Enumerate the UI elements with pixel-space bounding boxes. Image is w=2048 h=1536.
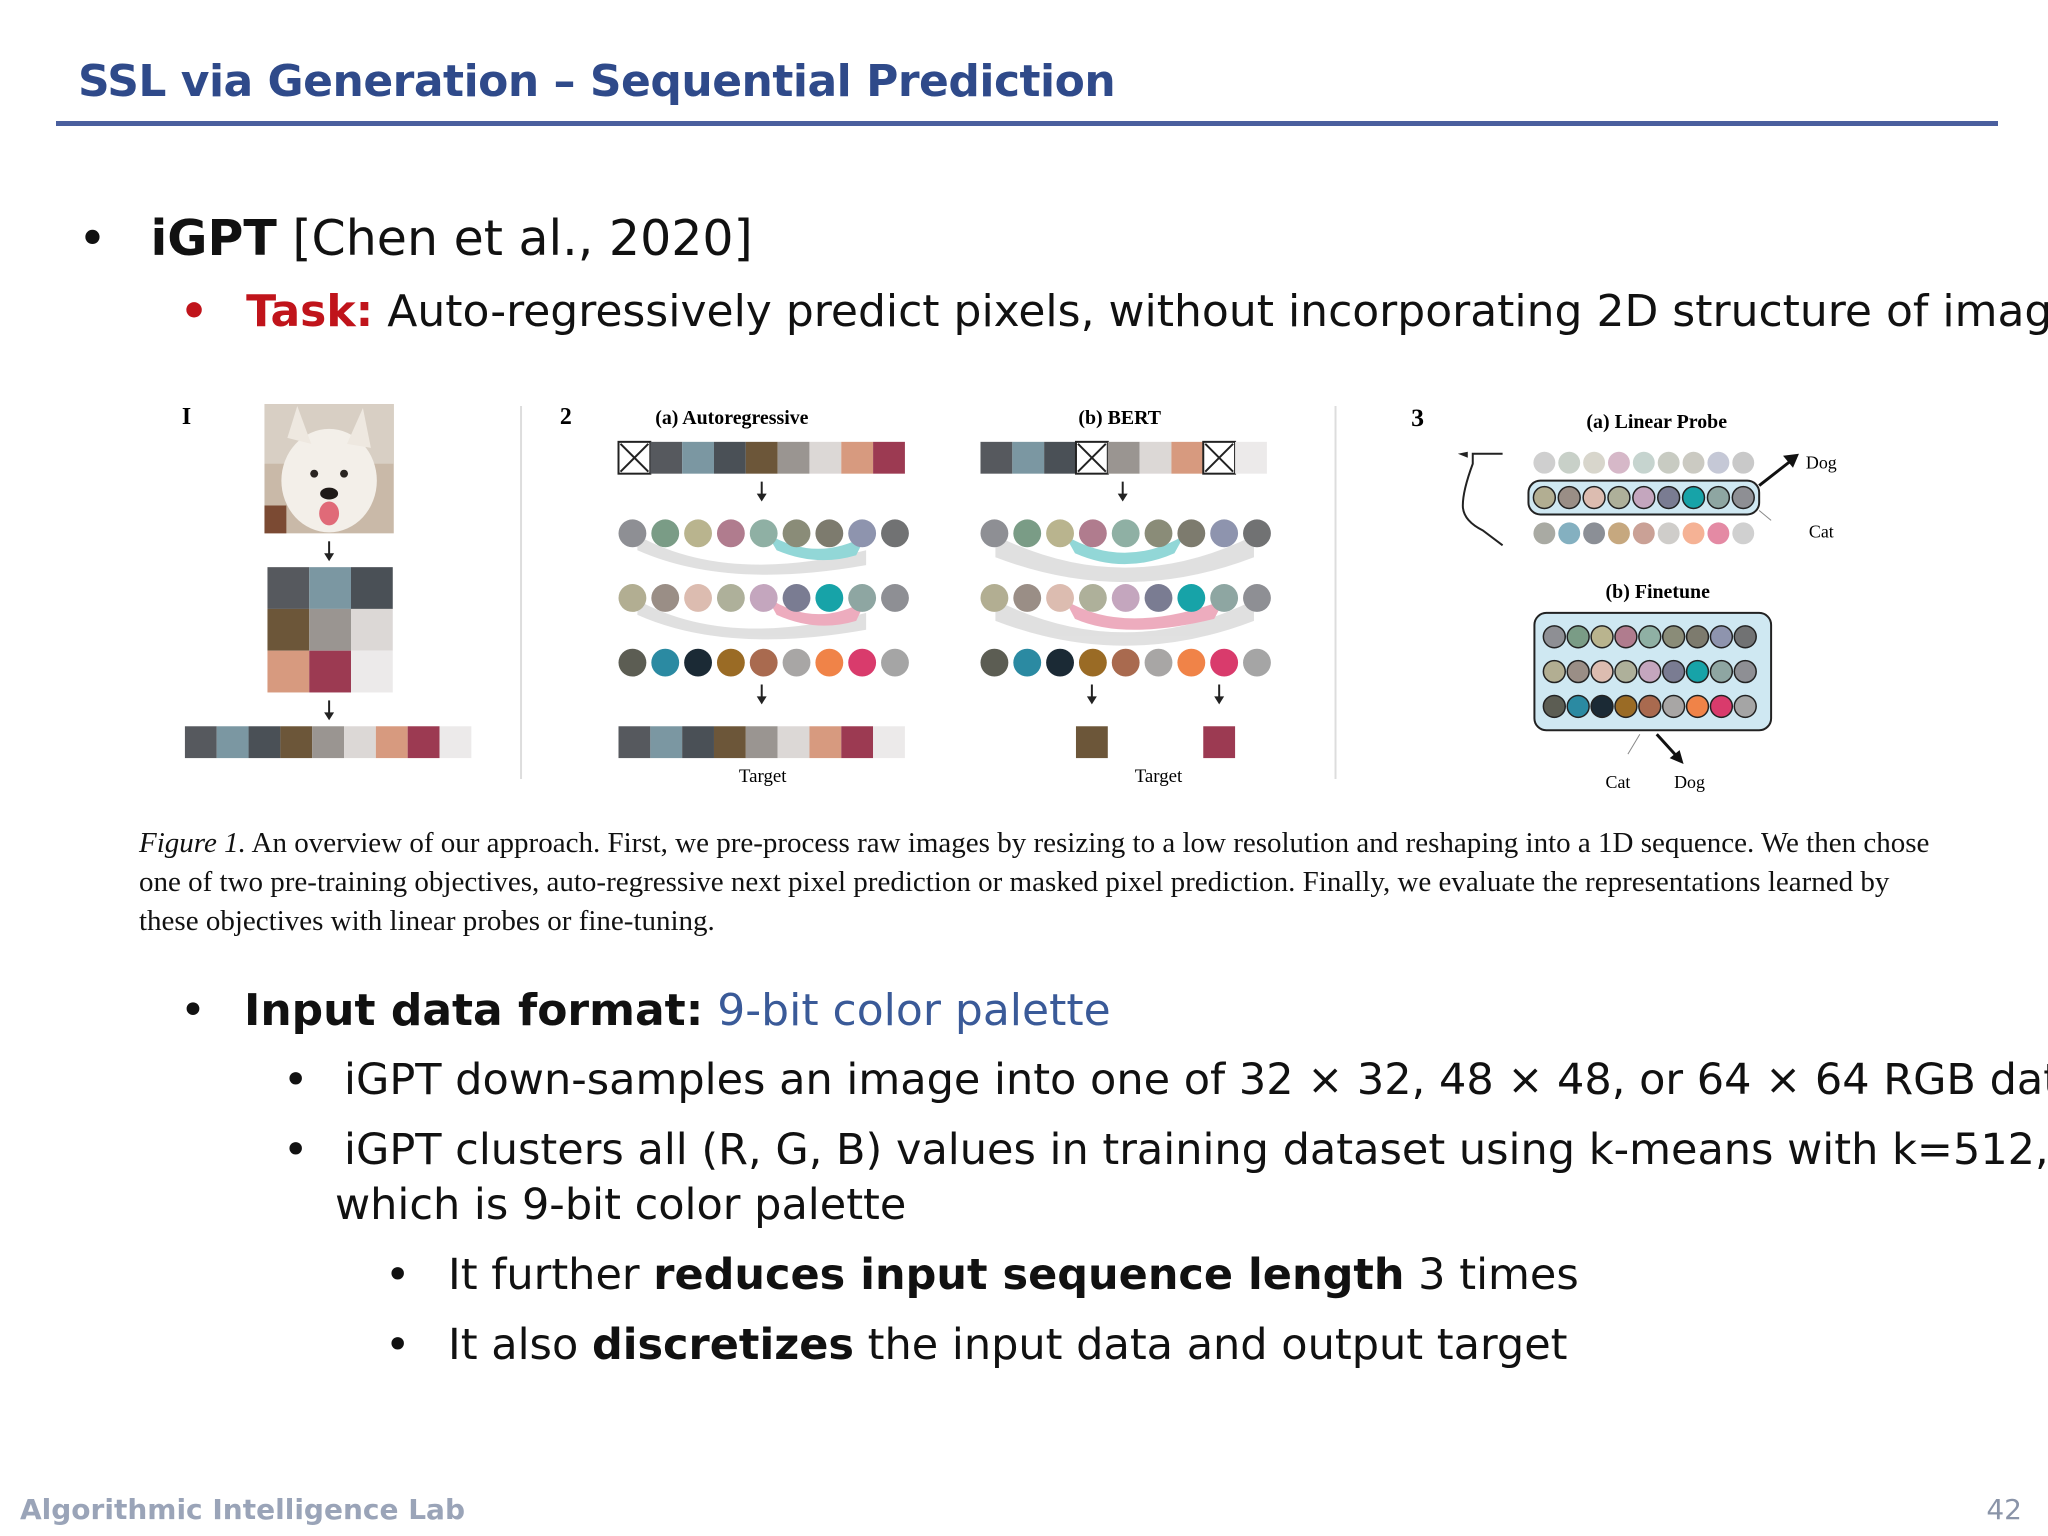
arrow-down-icon <box>756 696 767 705</box>
bullet-igpt: • iGPT [Chen et al., 2020] <box>78 210 753 267</box>
panel2-label: 2 <box>560 404 572 430</box>
bullet-mark: • <box>283 1125 309 1175</box>
discretize-pre: It also <box>448 1320 592 1370</box>
bullet-mark: • <box>78 210 107 267</box>
input-format-value: 9-bit color palette <box>717 985 1111 1036</box>
bert-attention <box>995 535 1254 646</box>
arrow-down-icon <box>324 712 335 721</box>
reduce-post: 3 times <box>1404 1250 1579 1300</box>
bullet-discretize: • It also discretizes the input data and… <box>385 1320 1568 1370</box>
panel1-label: I <box>182 404 191 430</box>
bert-layer3 <box>980 648 1271 677</box>
kmeans-text-line2: which is 9-bit color palette <box>335 1180 907 1230</box>
bert-layer1 <box>980 519 1271 548</box>
caption-label: Figure 1. <box>139 827 246 859</box>
probe-layer2 <box>1532 485 1755 510</box>
bullet-task: • Task: Auto-regressively predict pixels… <box>180 286 2048 337</box>
igpt-citation: [Chen et al., 2020] <box>292 210 753 267</box>
reduce-pre: It further <box>448 1250 654 1300</box>
downsampled-grid <box>267 567 393 693</box>
footer-lab-name: Algorithmic Intelligence Lab <box>20 1493 465 1526</box>
panel3-label: 3 <box>1411 403 1424 432</box>
bullet-input-format: • Input data format: 9-bit color palette <box>180 985 1111 1036</box>
probe-layer1 <box>1533 451 1755 474</box>
downsample-text: iGPT down-samples an image into one of 3… <box>344 1055 2048 1105</box>
bert-target-cell <box>1203 726 1236 759</box>
task-text: Auto-regressively predict pixels, withou… <box>387 286 2048 337</box>
figure-caption: Figure 1. An overview of our approach. F… <box>139 824 1939 941</box>
arrow-down-icon <box>756 493 767 502</box>
finetune-cat-label: Cat <box>1606 772 1631 792</box>
arrow-down-icon <box>1214 696 1225 705</box>
page-number: 42 <box>1986 1493 2022 1526</box>
ar-layer2 <box>618 584 909 612</box>
bert-target-cell <box>1075 726 1108 759</box>
curve-arrow-icon <box>1461 452 1504 547</box>
bert-input-sequence <box>980 440 1267 475</box>
ar-target-label: Target <box>739 766 787 787</box>
kmeans-text-line1: iGPT clusters all (R, G, B) values in tr… <box>344 1125 2048 1175</box>
task-label: Task: <box>246 286 374 337</box>
arrow-down-icon <box>324 553 335 562</box>
ar-target-sequence <box>618 726 905 759</box>
kmeans-continuation: which is 9-bit color palette <box>335 1180 906 1230</box>
bullet-mark: • <box>180 985 206 1036</box>
caption-text: An overview of our approach. First, we p… <box>139 827 1930 937</box>
bullet-reduce-length: • It further reduces input sequence leng… <box>385 1250 1579 1300</box>
arrow-down-icon <box>1117 493 1128 502</box>
ar-input-sequence <box>617 440 905 475</box>
bullet-mark: • <box>385 1250 411 1300</box>
title-rule <box>56 121 1998 126</box>
bert-target-label: Target <box>1135 766 1183 787</box>
finetune-layer1 <box>1542 625 1757 649</box>
bert-label: (b) BERT <box>1078 407 1161 429</box>
probe-dog-label: Dog <box>1806 453 1837 473</box>
probe-layer3 <box>1533 522 1755 545</box>
igpt-figure: I 2 3 <box>182 403 1837 792</box>
finetune-dog-label: Dog <box>1674 772 1705 792</box>
arrow-dog-icon <box>1758 459 1792 487</box>
linear-probe-label: (a) Linear Probe <box>1586 411 1727 433</box>
reduce-bold: reduces input sequence length <box>653 1250 1405 1300</box>
bullet-mark: • <box>180 286 209 337</box>
arrow-down-icon <box>1086 696 1097 705</box>
input-format-label: Input data format: <box>243 985 704 1036</box>
bullet-mark: • <box>283 1055 309 1105</box>
finetune-label: (b) Finetune <box>1606 581 1711 603</box>
bert-layer2 <box>980 584 1271 612</box>
autoregressive-label: (a) Autoregressive <box>655 407 808 429</box>
finetune-layer3 <box>1542 694 1757 719</box>
ar-layer1 <box>618 519 909 548</box>
sequence-1d <box>184 726 472 759</box>
discretize-post: the input data and output target <box>854 1320 1568 1370</box>
ar-layer3 <box>618 648 909 677</box>
discretize-bold: discretizes <box>591 1320 854 1370</box>
dog-photo <box>264 404 394 534</box>
igpt-name: iGPT <box>150 210 277 267</box>
arrow-cat-icon <box>1758 510 1772 521</box>
ar-attention <box>637 533 867 640</box>
slide-title: SSL via Generation – Sequential Predicti… <box>78 56 1116 107</box>
finetune-layer2 <box>1542 659 1757 684</box>
probe-cat-label: Cat <box>1809 521 1834 541</box>
bullet-downsample: • iGPT down-samples an image into one of… <box>283 1055 2048 1105</box>
bullet-mark: • <box>385 1320 411 1370</box>
arrow-cat-icon <box>1627 733 1641 755</box>
arrow-dog-icon <box>1655 733 1678 758</box>
bullet-kmeans: • iGPT clusters all (R, G, B) values in … <box>283 1125 2048 1175</box>
